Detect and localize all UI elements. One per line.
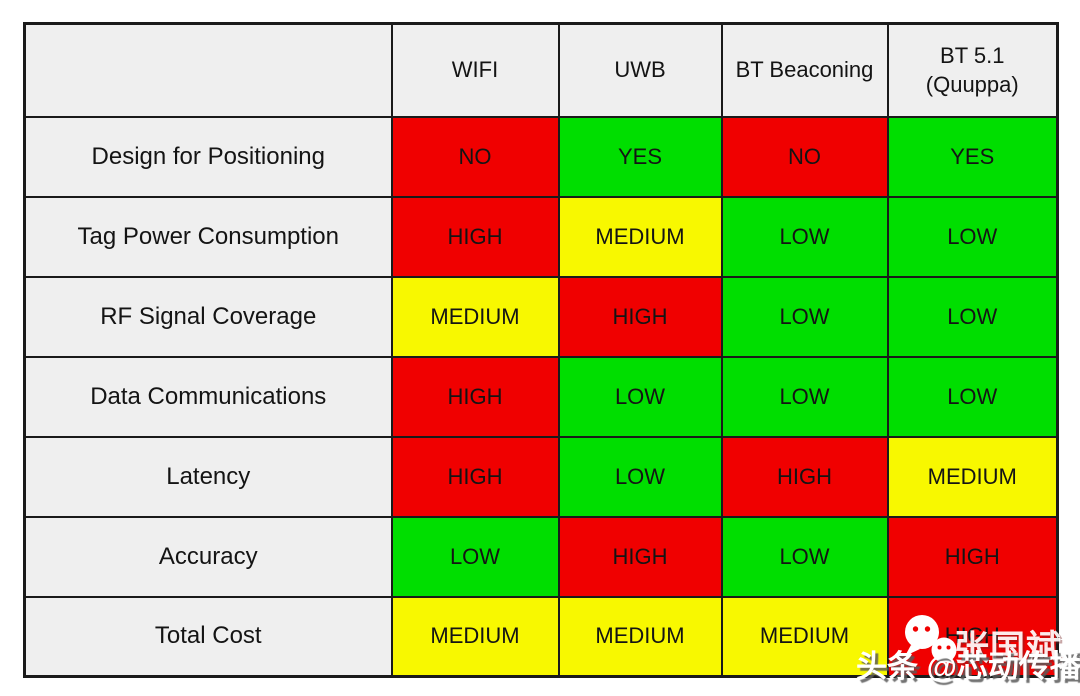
table-cell: MEDIUM <box>390 595 560 678</box>
row-label: Data Communications <box>23 355 393 438</box>
table-cell: HIGH <box>557 275 723 358</box>
table-row-design-for-positioning: Design for Positioning NO YES NO YES <box>23 115 1059 198</box>
header-row: WIFI UWB BT Beaconing BT 5.1 (Quuppa) <box>23 22 1059 118</box>
table-cell: LOW <box>886 195 1059 278</box>
table-cell: HIGH <box>390 435 560 518</box>
technology-comparison-table: WIFI UWB BT Beaconing BT 5.1 (Quuppa) De… <box>23 22 1059 678</box>
table-cell: MEDIUM <box>557 195 723 278</box>
table-cell: LOW <box>886 275 1059 358</box>
row-label: Design for Positioning <box>23 115 393 198</box>
column-header-wifi: WIFI <box>390 22 560 118</box>
table-cell: MEDIUM <box>886 435 1059 518</box>
table-cell: LOW <box>720 195 889 278</box>
table-row-total-cost: Total Cost MEDIUM MEDIUM MEDIUM HIGH <box>23 595 1059 678</box>
table-cell: LOW <box>720 515 889 598</box>
table-cell: MEDIUM <box>720 595 889 678</box>
table-cell: HIGH <box>557 515 723 598</box>
row-label: RF Signal Coverage <box>23 275 393 358</box>
row-label: Total Cost <box>23 595 393 678</box>
table-cell: LOW <box>886 355 1059 438</box>
table-row-accuracy: Accuracy LOW HIGH LOW HIGH <box>23 515 1059 598</box>
column-header-uwb: UWB <box>557 22 723 118</box>
row-label: Latency <box>23 435 393 518</box>
table-cell: HIGH <box>390 195 560 278</box>
row-label: Tag Power Consumption <box>23 195 393 278</box>
table-cell: MEDIUM <box>557 595 723 678</box>
corner-cell <box>23 22 393 118</box>
table-cell: YES <box>557 115 723 198</box>
column-header-bt51-quuppa: BT 5.1 (Quuppa) <box>886 22 1059 118</box>
table-cell: LOW <box>390 515 560 598</box>
row-label: Accuracy <box>23 515 393 598</box>
column-header-bt-beaconing: BT Beaconing <box>720 22 889 118</box>
table-cell: NO <box>720 115 889 198</box>
table-cell: HIGH <box>886 595 1059 678</box>
table-row-rf-signal-coverage: RF Signal Coverage MEDIUM HIGH LOW LOW <box>23 275 1059 358</box>
table-cell: MEDIUM <box>390 275 560 358</box>
table-row-tag-power-consumption: Tag Power Consumption HIGH MEDIUM LOW LO… <box>23 195 1059 278</box>
table-cell: LOW <box>557 435 723 518</box>
table-row-data-communications: Data Communications HIGH LOW LOW LOW <box>23 355 1059 438</box>
table-cell: HIGH <box>886 515 1059 598</box>
table-cell: HIGH <box>390 355 560 438</box>
table-cell: YES <box>886 115 1059 198</box>
table-cell: LOW <box>720 355 889 438</box>
table-cell: LOW <box>720 275 889 358</box>
table-cell: HIGH <box>720 435 889 518</box>
table-row-latency: Latency HIGH LOW HIGH MEDIUM <box>23 435 1059 518</box>
table-cell: NO <box>390 115 560 198</box>
table-cell: LOW <box>557 355 723 438</box>
